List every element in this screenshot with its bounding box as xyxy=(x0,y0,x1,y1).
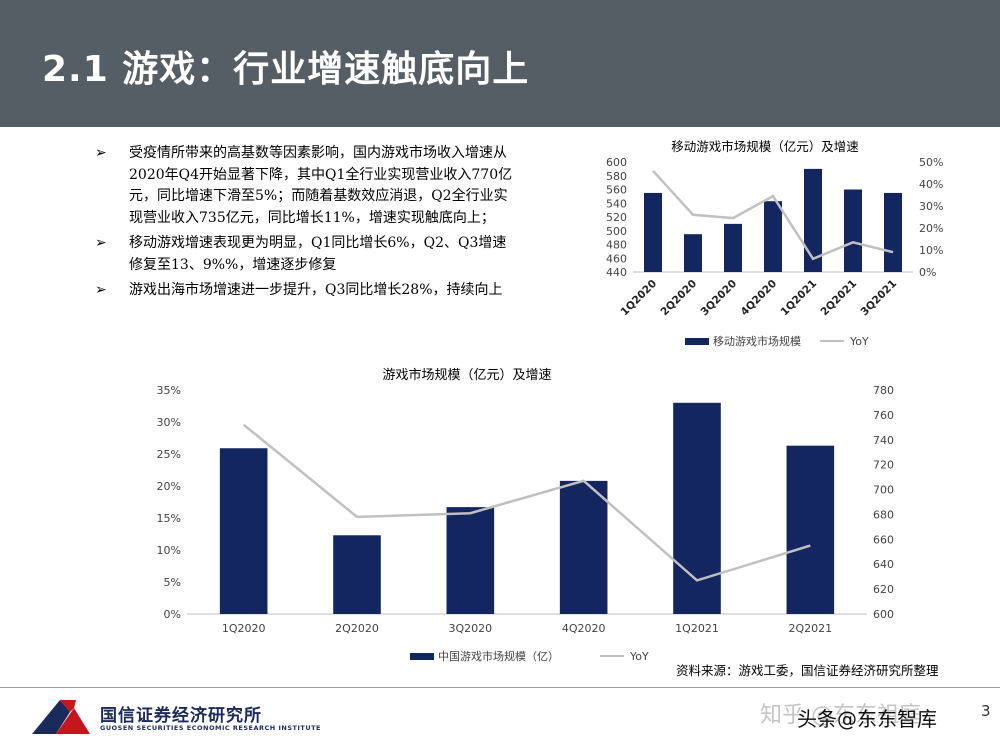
bar xyxy=(804,168,822,272)
y-right-tick-label: 660 xyxy=(873,533,894,546)
y-right-tick-label: 680 xyxy=(873,508,894,521)
footer-divider xyxy=(0,687,1000,688)
guosen-logo-icon xyxy=(32,700,90,734)
bar xyxy=(644,192,662,272)
y-left-tick-label: 20% xyxy=(157,480,181,493)
legend-bar-label: 中国游戏市场规模（亿） xyxy=(438,649,559,663)
x-tick-label: 3Q2020 xyxy=(449,622,493,635)
y-left-tick-label: 580 xyxy=(606,170,627,183)
bar xyxy=(333,535,381,614)
x-tick-label: 1Q2020 xyxy=(618,278,659,319)
watermark-zhihu: 知乎 @东东祖庭 xyxy=(760,703,921,728)
y-left-tick-label: 600 xyxy=(606,156,627,169)
legend-bar-swatch xyxy=(410,653,434,660)
bullet-text: 游戏出海市场增速进一步提升，Q3同比增长28%，持续向上 xyxy=(129,282,503,298)
y-left-tick-label: 30% xyxy=(157,416,181,429)
legend-bar-swatch xyxy=(685,338,709,345)
y-left-tick-label: 540 xyxy=(606,197,627,210)
bullet-item: ➢ 游戏出海市场增速进一步提升，Q3同比增长28%，持续向上 xyxy=(95,280,515,302)
y-right-tick-label: 50% xyxy=(919,156,943,169)
bar xyxy=(673,402,721,614)
y-left-tick-label: 35% xyxy=(157,384,181,397)
y-left-tick-label: 0% xyxy=(164,608,181,621)
yoy-line xyxy=(652,169,894,261)
x-tick-label: 4Q2020 xyxy=(738,278,779,319)
y-left-tick-label: 440 xyxy=(606,266,627,279)
bullet-item: ➢ 移动游戏增速表现更为明显，Q1同比增长6%，Q2、Q3增速修复至13、9%%… xyxy=(95,233,515,276)
bar xyxy=(884,192,902,272)
arrow-bullet-icon: ➢ xyxy=(95,282,107,298)
y-left-tick-label: 5% xyxy=(164,576,181,589)
y-right-tick-label: 700 xyxy=(873,484,894,497)
bar xyxy=(786,445,835,614)
y-left-tick-label: 480 xyxy=(606,239,627,252)
legend-bar-label: 移动游戏市场规模 xyxy=(713,334,801,348)
y-right-tick-label: 720 xyxy=(873,459,894,472)
y-right-tick-label: 640 xyxy=(873,558,894,571)
arrow-bullet-icon: ➢ xyxy=(95,235,107,251)
y-left-tick-label: 10% xyxy=(157,544,181,557)
y-right-tick-label: 0% xyxy=(919,266,936,279)
y-right-tick-label: 780 xyxy=(873,384,894,397)
y-left-tick-label: 15% xyxy=(157,512,181,525)
org-name: 国信证券经济研究所 xyxy=(100,706,262,726)
bar xyxy=(724,223,742,272)
y-left-tick-label: 500 xyxy=(606,225,627,238)
x-tick-label: 4Q2020 xyxy=(562,622,606,635)
y-left-tick-label: 25% xyxy=(157,448,181,461)
org-name-en: GUOSEN SECURITIES ECONOMIC RESEARCH INST… xyxy=(100,724,321,732)
bar xyxy=(219,448,268,614)
bar xyxy=(764,201,782,272)
arrow-bullet-icon: ➢ xyxy=(95,145,107,161)
bar xyxy=(446,507,495,614)
mobile-game-chart: 移动游戏市场规模（亿元）及增速 4404604805005205405605806… xyxy=(606,139,943,348)
x-tick-label: 2Q2020 xyxy=(335,622,379,635)
y-right-tick-label: 620 xyxy=(873,583,894,596)
bullet-text: 受疫情所带来的高基数等因素影响，国内游戏市场收入增速从2020年Q4开始显著下降… xyxy=(129,145,513,226)
bar xyxy=(844,189,862,272)
legend-line-label: YoY xyxy=(849,335,869,348)
yoy-line xyxy=(242,423,811,582)
x-tick-label: 3Q2021 xyxy=(858,278,899,319)
chart-title: 移动游戏市场规模（亿元）及增速 xyxy=(671,139,859,154)
y-right-tick-label: 40% xyxy=(919,178,943,191)
bar xyxy=(684,234,702,272)
page-number: 3 xyxy=(981,702,991,720)
y-right-tick-label: 760 xyxy=(873,409,894,422)
x-tick-label: 2Q2020 xyxy=(658,278,699,319)
x-tick-label: 1Q2020 xyxy=(222,622,266,635)
x-tick-label: 3Q2020 xyxy=(698,278,739,319)
title-bar: 2.1 游戏：行业增速触底向上 xyxy=(0,0,1000,127)
source-note: 资料来源：游戏工委，国信证券经济研究所整理 xyxy=(676,663,939,678)
y-right-tick-label: 600 xyxy=(873,608,894,621)
bullet-text: 移动游戏增速表现更为明显，Q1同比增长6%，Q2、Q3增速修复至13、9%%，增… xyxy=(129,235,507,273)
page-title: 2.1 游戏：行业增速触底向上 xyxy=(42,49,530,90)
game-market-chart: 游戏市场规模（亿元）及增速 0% 5% 10% 15% 20% 25% 30% 35% 600 62… xyxy=(157,367,894,663)
chart-title: 游戏市场规模（亿元）及增速 xyxy=(382,367,551,383)
y-right-tick-label: 20% xyxy=(919,222,943,235)
x-tick-label: 2Q2021 xyxy=(818,278,859,319)
y-left-tick-label: 560 xyxy=(606,184,627,197)
x-tick-label: 2Q2021 xyxy=(789,622,833,635)
bullet-list: ➢ 受疫情所带来的高基数等因素影响，国内游戏市场收入增速从2020年Q4开始显著… xyxy=(95,143,515,306)
y-right-tick-label: 10% xyxy=(919,244,943,257)
legend-line-label: YoY xyxy=(629,650,649,663)
bullet-item: ➢ 受疫情所带来的高基数等因素影响，国内游戏市场收入增速从2020年Q4开始显著… xyxy=(95,143,515,229)
watermark-toutiao: 头条@东东智库 xyxy=(797,707,937,731)
y-left-tick-label: 460 xyxy=(606,252,627,265)
y-right-tick-label: 740 xyxy=(873,434,894,447)
bar xyxy=(559,480,608,614)
y-left-tick-label: 520 xyxy=(606,211,627,224)
x-tick-label: 1Q2021 xyxy=(675,622,719,635)
x-tick-label: 1Q2021 xyxy=(778,278,819,319)
y-right-tick-label: 30% xyxy=(919,200,943,213)
